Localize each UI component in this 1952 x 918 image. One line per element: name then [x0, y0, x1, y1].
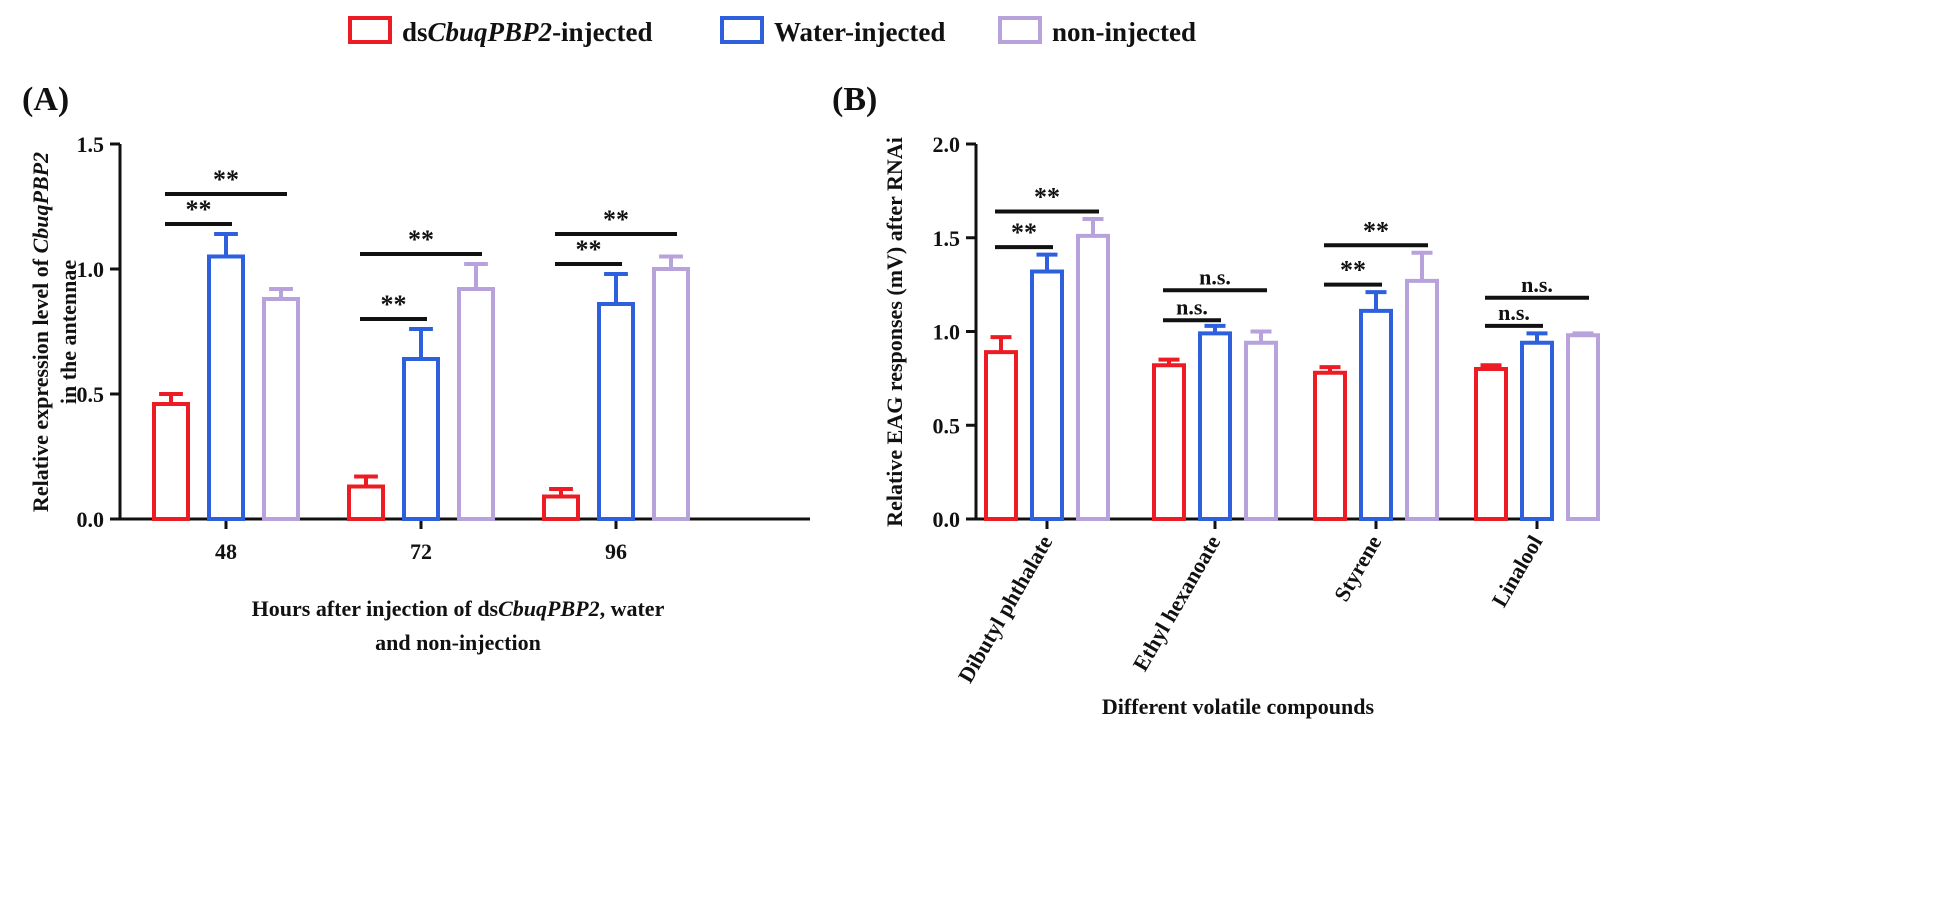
panel-b-significance-label: **	[1034, 183, 1060, 212]
panel-b-y-tick-label: 0.0	[933, 507, 961, 532]
panel-a-xlabel-line2: and non-injection	[375, 630, 541, 655]
legend-swatch-dsrna	[348, 16, 392, 44]
panel-b-x-tick-label: Ethyl hexanoate	[1128, 531, 1226, 675]
panel-a-significance-label: **	[186, 195, 212, 224]
panel-b-plot: 0.0 0.5 1.0 1.5 2.0 Dibutyl phthalate Ethyl he…	[933, 132, 1600, 687]
panel-b-significance-label: n.s.	[1498, 300, 1530, 325]
panel-b-bar	[1405, 278, 1439, 521]
panel-a-y-tick-label: 0.5	[77, 382, 105, 407]
panel-a-significance-label: **	[576, 235, 602, 264]
panel-a-significance-label: **	[381, 290, 407, 319]
panel-a-significance-label: **	[603, 205, 629, 234]
legend: dsCbuqPBP2-injected Water-injected non-i…	[348, 16, 1196, 47]
panel-b-bar	[1244, 340, 1278, 521]
panel-b-significance-label: n.s.	[1521, 272, 1553, 297]
panel-b-bar	[1152, 363, 1186, 521]
panel-b-y-tick-label: 1.5	[933, 226, 961, 251]
panel-b-significance-label: **	[1363, 216, 1389, 245]
legend-label-dsrna: dsCbuqPBP2-injected	[402, 17, 653, 47]
panel-a: (A) Relative expression level of CbuqPBP…	[22, 81, 810, 655]
legend-item-water: Water-injected	[720, 16, 945, 47]
panel-b-x-tick-label: Linalool	[1487, 531, 1548, 611]
panel-b-bar	[1076, 233, 1110, 521]
legend-swatch-water	[720, 16, 764, 44]
panel-a-x-tick-label: 72	[410, 539, 432, 564]
panel-b-significance-label: n.s.	[1199, 264, 1231, 289]
panel-b-y-tick-label: 2.0	[933, 132, 961, 157]
panel-b-bar	[1520, 340, 1554, 521]
panel-a-y-tick-label: 1.5	[77, 132, 105, 157]
panel-a-bar	[542, 494, 580, 521]
panel-b-bar	[984, 350, 1018, 521]
panel-a-label: (A)	[22, 81, 69, 118]
panel-a-xlabel-line1: Hours after injection of dsCbuqPBP2, wat…	[252, 596, 665, 621]
panel-a-plot: 0.00.51.01.548 72 96******** ****	[77, 132, 810, 564]
panel-a-bar	[152, 402, 190, 521]
panel-b-bar	[1566, 333, 1600, 521]
panel-a-x-tick-label: 96	[605, 539, 627, 564]
panel-b-bar	[1198, 331, 1232, 521]
panel-b-bar	[1313, 370, 1347, 521]
panel-b-label: (B)	[832, 81, 877, 118]
panel-a-ylabel-line2: in the antennae	[56, 260, 81, 404]
panel-b-significance-label: **	[1011, 218, 1037, 247]
panel-b-y-tick-label: 0.5	[933, 413, 961, 438]
legend-swatch-noninjected	[998, 16, 1042, 44]
panel-a-bar	[402, 357, 440, 521]
legend-item-dsrna: dsCbuqPBP2-injected	[348, 16, 653, 47]
panel-b-significance-label: **	[1340, 256, 1366, 285]
panel-a-y-tick-label: 1.0	[77, 257, 105, 282]
panel-a-bar	[457, 287, 495, 521]
panel-a-bar	[207, 254, 245, 521]
panel-a-bar	[262, 297, 300, 521]
panel-a-x-tick-label: 48	[215, 539, 237, 564]
panel-a-ylabel: Relative expression level of CbuqPBP2	[28, 152, 53, 512]
panel-b-x-tick-label: Styrene	[1329, 531, 1387, 606]
panel-a-significance-label: **	[408, 225, 434, 254]
panel-b-x-tick-label: Dibutyl phthalate	[953, 531, 1058, 687]
panel-b-ylabel: Relative EAG responses (mV) after RNAi	[882, 137, 907, 527]
panel-b-xlabel: Different volatile compounds	[1102, 694, 1375, 719]
panel-a-y-tick-label: 0.0	[77, 507, 105, 532]
legend-label-noninjected: non-injected	[1052, 17, 1196, 47]
panel-b-bar	[1359, 308, 1393, 521]
legend-label-water: Water-injected	[774, 17, 945, 47]
legend-item-noninjected: non-injected	[998, 16, 1196, 47]
panel-a-significance-label: **	[213, 165, 239, 194]
panel-b-y-tick-label: 1.0	[933, 320, 961, 345]
panel-b-bar	[1030, 269, 1064, 521]
panel-a-bar	[347, 484, 385, 521]
panel-b: (B) Relative EAG responses (mV) after RN…	[832, 81, 1600, 719]
panel-a-bar	[597, 302, 635, 521]
panel-a-bar	[652, 267, 690, 521]
panel-b-bar	[1474, 367, 1508, 521]
panel-b-significance-label: n.s.	[1176, 294, 1208, 319]
